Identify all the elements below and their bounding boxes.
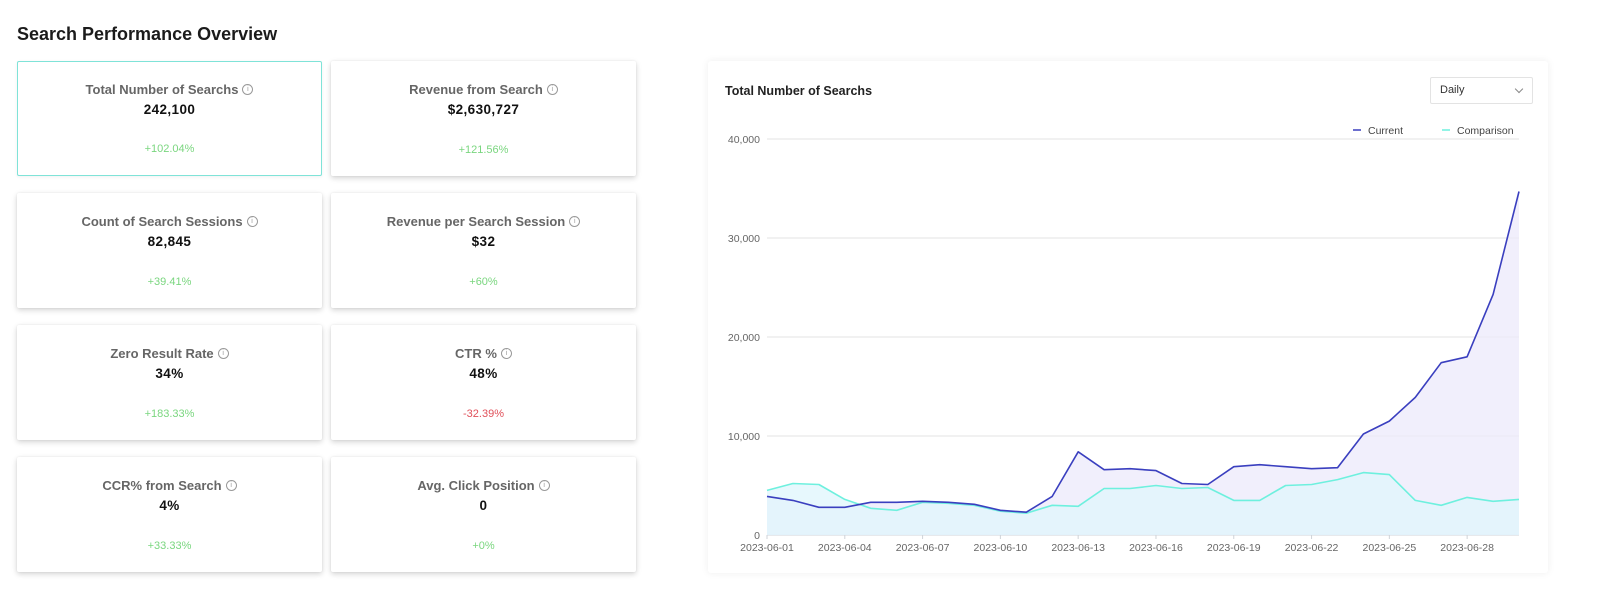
kpi-card-value: 82,845	[147, 234, 192, 249]
kpi-card-title: Count of Search Sessions i	[81, 214, 258, 229]
kpi-card-total-searches[interactable]: Total Number of Searchs i 242,100 +102.04…	[17, 61, 322, 176]
kpi-card-title-text: CTR %	[455, 346, 497, 361]
kpi-card-value: 0	[479, 498, 488, 513]
series-line-comparison	[766, 471, 1520, 515]
kpi-card-avg-click-position[interactable]: Avg. Click Position i 0 +0%	[331, 457, 636, 572]
kpi-card-change: -32.39%	[463, 408, 504, 420]
legend-label-current[interactable]: Current	[1368, 125, 1403, 137]
granularity-selected: Daily	[1440, 84, 1465, 96]
kpi-card-ctr[interactable]: CTR % i 48% -32.39%	[331, 325, 636, 440]
x-tick-label: 2023-06-07	[896, 542, 950, 554]
x-tick-label: 2023-06-25	[1362, 542, 1416, 554]
kpi-card-title: CCR% from Search i	[102, 478, 237, 493]
info-icon[interactable]: i	[225, 480, 237, 491]
y-tick-label: 40,000	[728, 134, 760, 146]
kpi-card-title-text: CCR% from Search	[102, 478, 222, 493]
kpi-card-title-text: Revenue per Search Session	[386, 214, 566, 229]
kpi-card-title: Revenue per Search Session i	[386, 214, 581, 229]
x-tick-label: 2023-06-16	[1129, 542, 1183, 554]
kpi-card-title: Total Number of Searchs i	[86, 82, 254, 97]
legend-label-comparison[interactable]: Comparison	[1457, 125, 1514, 137]
kpi-card-title-text: Zero Result Rate	[110, 346, 214, 361]
kpi-card-title-text: Total Number of Searchs	[85, 81, 239, 97]
x-tick-label: 2023-06-13	[1051, 542, 1105, 554]
chart-title: Total Number of Searchs	[725, 84, 873, 98]
x-tick-label: 2023-06-04	[818, 542, 872, 554]
info-icon[interactable]: i	[242, 83, 254, 95]
y-tick-label: 20,000	[728, 332, 760, 344]
kpi-card-revenue-from-search[interactable]: Revenue from Search i $2,630,727 +121.56%	[331, 61, 636, 176]
kpi-card-title: Zero Result Rate i	[110, 346, 229, 361]
searches-line-chart: 0 10,000 20,000 30,000 40,000 2023-06-01 2023-…	[728, 125, 1520, 554]
y-tick-label: 0	[754, 530, 760, 542]
chevron-down-icon	[1514, 84, 1524, 94]
kpi-card-value: $2,630,727	[447, 102, 520, 117]
x-tick-label: 2023-06-19	[1207, 542, 1261, 554]
info-icon[interactable]: i	[546, 84, 558, 95]
x-tick-label: 2023-06-01	[740, 542, 794, 554]
chart-panel: 0 10,000 20,000 30,000 40,000 2023-06-01 2023-…	[708, 61, 1548, 573]
kpi-card-change: +183.33%	[144, 408, 195, 420]
x-tick-label: 2023-06-22	[1285, 542, 1339, 554]
kpi-card-ccr[interactable]: CCR% from Search i 4% +33.33%	[17, 457, 322, 572]
kpi-card-title-text: Revenue from Search	[409, 82, 543, 97]
kpi-card-change: +0%	[472, 540, 495, 552]
kpi-card-search-sessions[interactable]: Count of Search Sessions i 82,845 +39.41%	[17, 193, 322, 308]
kpi-card-value: 4%	[159, 498, 180, 513]
kpi-card-change: +121.56%	[458, 144, 509, 156]
info-icon[interactable]: i	[217, 348, 229, 359]
kpi-card-value: 242,100	[143, 101, 196, 117]
series-area-comparison	[767, 472, 1519, 535]
granularity-dropdown[interactable]: Daily	[1430, 77, 1533, 104]
info-icon[interactable]: i	[538, 480, 550, 491]
kpi-card-value: 34%	[155, 366, 184, 381]
kpi-card-title-text: Avg. Click Position	[417, 478, 535, 493]
kpi-card-value: $32	[471, 234, 496, 249]
info-icon[interactable]: i	[569, 216, 581, 227]
kpi-card-value: 48%	[469, 366, 498, 381]
kpi-card-title: CTR % i	[455, 346, 512, 361]
info-icon[interactable]: i	[246, 216, 258, 227]
kpi-card-change: +102.04%	[144, 143, 195, 155]
series-area-current	[767, 191, 1519, 535]
page-title: Search Performance Overview	[17, 24, 278, 44]
y-tick-label: 30,000	[728, 233, 760, 245]
kpi-card-change: +60%	[469, 276, 498, 288]
kpi-card-title: Revenue from Search i	[409, 82, 558, 97]
y-tick-label: 10,000	[728, 431, 760, 443]
series-line-current	[766, 191, 1520, 514]
info-icon[interactable]: i	[500, 348, 512, 359]
kpi-card-change: +39.41%	[147, 276, 192, 288]
kpi-card-zero-result-rate[interactable]: Zero Result Rate i 34% +183.33%	[17, 325, 322, 440]
x-tick-label: 2023-06-10	[974, 542, 1028, 554]
x-tick-label: 2023-06-28	[1440, 542, 1494, 554]
kpi-card-change: +33.33%	[147, 540, 192, 552]
kpi-card-title-text: Count of Search Sessions	[81, 214, 243, 229]
kpi-card-title: Avg. Click Position i	[417, 478, 550, 493]
kpi-card-revenue-per-session[interactable]: Revenue per Search Session i $32 +60%	[331, 193, 636, 308]
